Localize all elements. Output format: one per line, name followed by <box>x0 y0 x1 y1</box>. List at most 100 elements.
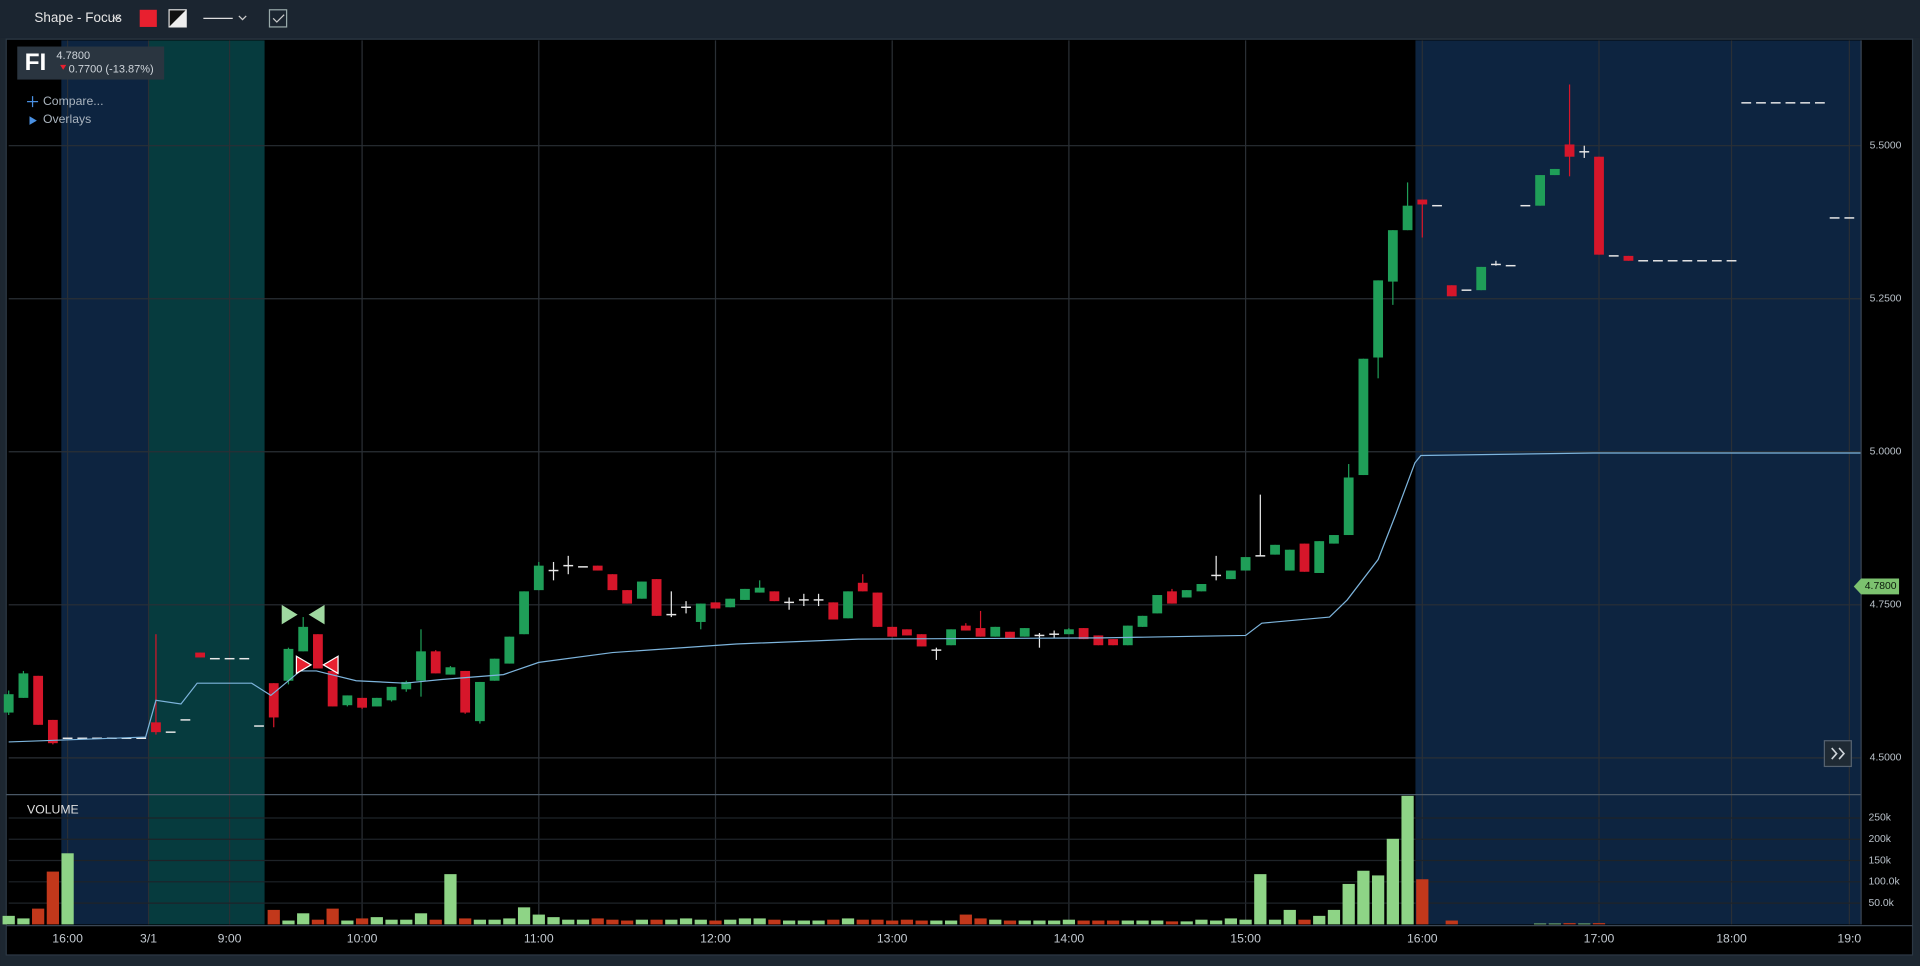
candle-body <box>460 670 471 713</box>
candle-body <box>1270 544 1280 555</box>
volume-bar <box>2 915 15 925</box>
volume-bar <box>753 918 766 925</box>
candle-body <box>1034 634 1045 637</box>
candle-body <box>239 657 250 660</box>
candle-body <box>651 579 662 616</box>
candle-body <box>1520 204 1531 207</box>
volume-bar <box>1386 838 1399 925</box>
compare-button[interactable]: Compare... <box>27 94 103 108</box>
volume-bar <box>1563 923 1576 925</box>
candle-body <box>18 673 29 698</box>
candle-body <box>313 634 323 669</box>
x-tick-label: 11:00 <box>524 931 554 945</box>
x-tick-label: 9:00 <box>218 931 242 945</box>
volume-bar <box>32 908 45 925</box>
volume-bar <box>709 920 722 925</box>
candle-body <box>1535 175 1546 206</box>
candle-body <box>902 629 912 636</box>
candle-body <box>1505 264 1516 267</box>
volume-bar <box>1283 909 1296 925</box>
volume-tick-label: 250k <box>1868 813 1891 824</box>
y-tick-label: 4.5000 <box>1870 753 1902 764</box>
volume-bar <box>959 914 972 925</box>
volume-bar <box>1195 919 1208 925</box>
volume-bar <box>1136 920 1149 925</box>
check-icon <box>272 14 285 23</box>
candle-body <box>548 569 559 572</box>
volume-bar <box>547 917 560 925</box>
symbol-box-background <box>17 46 165 80</box>
volume-bar <box>989 919 1002 925</box>
volume-bar <box>1239 919 1252 925</box>
volume-bar <box>1106 920 1120 925</box>
volume-bar <box>783 920 796 925</box>
candle-body <box>1108 639 1118 646</box>
volume-bar <box>1357 870 1370 925</box>
candle-body <box>1432 204 1442 207</box>
candle-body <box>1446 285 1457 297</box>
volume-bar <box>488 919 501 925</box>
candle-body <box>430 651 441 674</box>
candle-body <box>636 581 647 599</box>
candle-body <box>504 636 515 664</box>
confirm-button[interactable] <box>268 9 288 28</box>
x-tick-label: 19:0 <box>1837 931 1861 945</box>
volume-bar <box>1062 919 1076 925</box>
signal-marker <box>308 604 325 625</box>
contrast-button[interactable] <box>168 9 187 28</box>
candle-body <box>77 737 88 740</box>
candle-body <box>916 634 927 647</box>
volume-bar <box>1298 919 1311 925</box>
candle-body <box>857 582 868 592</box>
candle-body <box>1829 217 1840 219</box>
shape-dropdown[interactable]: Shape - Focus <box>34 10 122 25</box>
candle-body <box>931 649 942 651</box>
candle-body <box>1152 595 1163 614</box>
candle-body <box>416 651 426 681</box>
candle-body <box>1476 266 1487 291</box>
volume-bar <box>414 913 428 925</box>
candle-body <box>298 626 309 652</box>
candle-body <box>1726 260 1737 262</box>
volume-bar <box>1077 920 1090 925</box>
candle-body <box>946 629 956 646</box>
fill-color-button[interactable] <box>139 9 157 27</box>
candle-body <box>1564 144 1575 157</box>
volume-bar <box>812 920 825 925</box>
volume-tick-label: 150k <box>1868 855 1891 866</box>
candle-body <box>975 628 986 637</box>
candle-body <box>872 592 883 627</box>
candle-body <box>725 598 736 608</box>
candle-body <box>666 613 677 616</box>
scroll-to-latest-button[interactable] <box>1823 740 1852 768</box>
volume-bar <box>46 871 59 925</box>
volume-bar <box>61 853 74 925</box>
candle-body <box>990 626 1001 637</box>
volume-bar <box>915 920 928 925</box>
candle-body <box>563 564 574 567</box>
candle-body <box>695 603 706 622</box>
overlays-button[interactable]: Overlays <box>29 112 92 126</box>
candle-body <box>710 602 721 609</box>
candle-body <box>828 602 839 620</box>
volume-bar <box>1151 920 1164 925</box>
volume-bar <box>459 918 472 925</box>
line-style-dropdown[interactable] <box>203 15 247 21</box>
contrast-half <box>169 9 187 27</box>
volume-bar <box>930 920 943 925</box>
candle-body <box>1211 574 1222 577</box>
symbol-box[interactable]: FI 4.7800 0.7700 (-13.87%) <box>17 46 165 80</box>
candle-body <box>1491 263 1501 266</box>
candle-body <box>386 686 397 701</box>
candle-body <box>1240 557 1251 571</box>
volume-bar <box>871 919 884 925</box>
volume-bar <box>1048 920 1061 925</box>
volume-bar <box>1372 875 1385 925</box>
volume-bar <box>370 917 383 925</box>
candle-body <box>960 625 971 631</box>
candle-body <box>1697 260 1707 262</box>
candle-body <box>268 683 279 718</box>
volume-bar <box>797 920 810 925</box>
x-tick-label: 16:00 <box>52 931 83 945</box>
candle-body <box>180 719 191 721</box>
